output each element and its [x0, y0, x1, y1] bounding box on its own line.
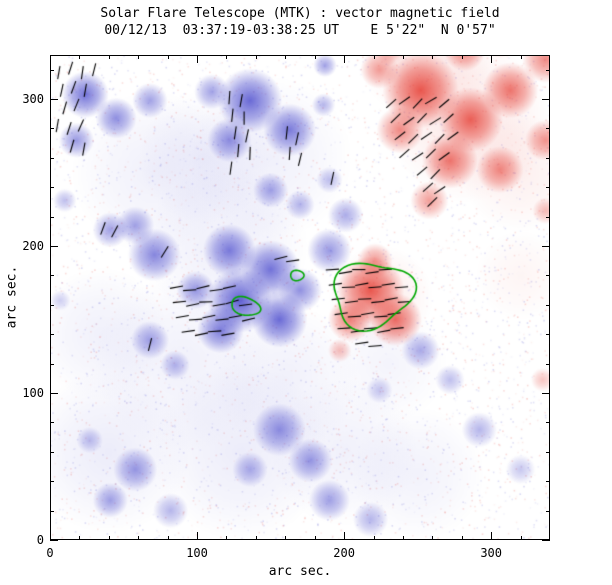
minor-tick-mark [50, 187, 54, 189]
minor-tick-mark [546, 157, 550, 159]
minor-tick-mark [79, 55, 81, 59]
minor-tick-mark [226, 536, 228, 540]
minor-tick-mark [50, 510, 54, 512]
tick-mark [50, 392, 58, 394]
minor-tick-mark [255, 55, 257, 59]
minor-tick-mark [255, 536, 257, 540]
minor-tick-mark [432, 536, 434, 540]
minor-tick-mark [546, 422, 550, 424]
tick-mark [49, 532, 51, 540]
tick-mark [49, 55, 51, 63]
minor-tick-mark [546, 363, 550, 365]
minor-tick-mark [167, 55, 169, 59]
minor-tick-mark [520, 536, 522, 540]
minor-tick-mark [50, 157, 54, 159]
x-tick-label: 0 [46, 546, 54, 560]
minor-tick-mark [50, 128, 54, 130]
minor-tick-mark [285, 536, 287, 540]
minor-tick-mark [546, 216, 550, 218]
minor-tick-mark [50, 216, 54, 218]
minor-tick-mark [546, 275, 550, 277]
minor-tick-mark [226, 55, 228, 59]
minor-tick-mark [50, 275, 54, 277]
minor-tick-mark [50, 69, 54, 71]
minor-tick-mark [167, 536, 169, 540]
tick-mark [542, 392, 550, 394]
minor-tick-mark [546, 451, 550, 453]
magnetogram-canvas [50, 55, 550, 540]
minor-tick-mark [402, 55, 404, 59]
minor-tick-mark [402, 536, 404, 540]
minor-tick-mark [138, 55, 140, 59]
minor-tick-mark [50, 334, 54, 336]
minor-tick-mark [50, 363, 54, 365]
y-tick-label: 0 [36, 533, 44, 547]
minor-tick-mark [546, 69, 550, 71]
y-axis-label: arc sec. [4, 265, 20, 329]
plot-subtitle: 00/12/13 03:37:19-03:38:25 UT E 5'22" N … [104, 23, 496, 38]
tick-mark [50, 245, 58, 247]
tick-mark [196, 55, 198, 63]
tick-mark [542, 245, 550, 247]
minor-tick-mark [138, 536, 140, 540]
minor-tick-mark [432, 55, 434, 59]
tick-mark [343, 55, 345, 63]
minor-tick-mark [50, 304, 54, 306]
y-tick-label: 300 [22, 92, 44, 107]
tick-mark [50, 98, 58, 100]
minor-tick-mark [50, 481, 54, 483]
minor-tick-mark [520, 55, 522, 59]
minor-tick-mark [314, 55, 316, 59]
tick-mark [196, 532, 198, 540]
minor-tick-mark [79, 536, 81, 540]
x-axis-label: arc sec. [268, 564, 332, 579]
minor-tick-mark [373, 55, 375, 59]
tick-mark [343, 532, 345, 540]
minor-tick-mark [314, 536, 316, 540]
minor-tick-mark [546, 481, 550, 483]
tick-mark [542, 98, 550, 100]
minor-tick-mark [546, 334, 550, 336]
minor-tick-mark [461, 55, 463, 59]
minor-tick-mark [373, 536, 375, 540]
minor-tick-mark [50, 422, 54, 424]
minor-tick-mark [50, 451, 54, 453]
x-tick-label: 300 [480, 546, 503, 560]
minor-tick-mark [546, 510, 550, 512]
minor-tick-mark [108, 536, 110, 540]
y-tick-label: 100 [22, 386, 44, 401]
minor-tick-mark [461, 536, 463, 540]
tick-mark [50, 539, 58, 541]
tick-mark [490, 55, 492, 63]
minor-tick-mark [285, 55, 287, 59]
tick-mark [542, 539, 550, 541]
x-tick-label: 100 [186, 546, 208, 560]
y-tick-label: 200 [22, 239, 44, 254]
tick-mark [490, 532, 492, 540]
x-tick-label: 200 [333, 546, 355, 560]
minor-tick-mark [108, 55, 110, 59]
minor-tick-mark [546, 304, 550, 306]
minor-tick-mark [546, 187, 550, 189]
minor-tick-mark [546, 128, 550, 130]
plot-title: Solar Flare Telescope (MTK) : vector mag… [100, 6, 500, 21]
